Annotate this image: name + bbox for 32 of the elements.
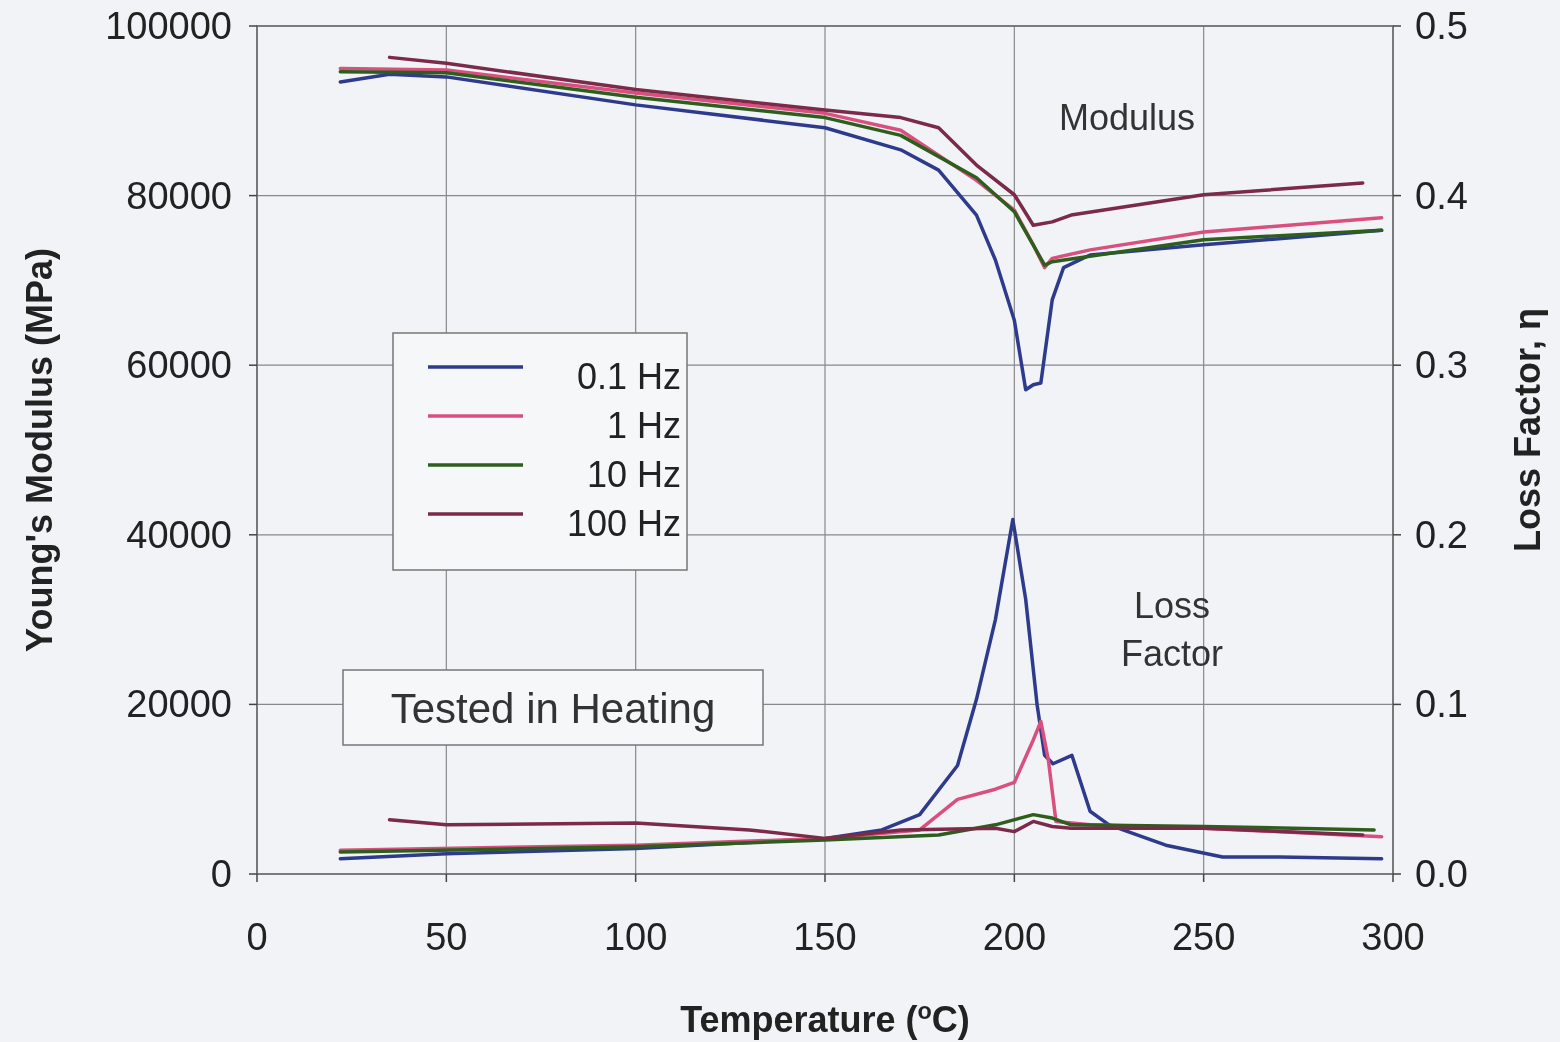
x-tick-label: 50 (425, 916, 468, 958)
y2-tick-label: 0.2 (1415, 513, 1468, 556)
y-axis-title: Young's Modulus (MPa) (19, 248, 60, 652)
y-tick-label: 0 (210, 853, 232, 895)
y2-tick-label: 0.3 (1415, 344, 1468, 387)
y2-tick-label: 0.4 (1415, 174, 1468, 217)
y2-tick-label: 0.0 (1415, 853, 1468, 895)
annotation: Loss Factor (1120, 585, 1224, 674)
x-tick-label: 200 (982, 916, 1047, 958)
y-tick-label: 60000 (126, 344, 232, 387)
x-axis-title: Temperature ($^{o}$C) (680, 998, 970, 1040)
line-series (387, 55, 1365, 228)
x-tick-label: 300 (1361, 916, 1425, 958)
legend-label: 0.1 Hz (576, 356, 681, 397)
y-tick-label: 40000 (126, 513, 232, 556)
legend-label: 10 Hz (586, 454, 681, 495)
legend-label: 1 Hz (606, 405, 681, 446)
x-tick-label: 0 (246, 916, 268, 958)
annotation: Modulus (1058, 97, 1196, 138)
y2-tick-label: 0.5 (1415, 5, 1468, 47)
x-tick-label: 150 (793, 916, 857, 958)
y-tick-label: 20000 (126, 683, 232, 726)
annotation: Tested in Heating (390, 685, 716, 732)
legend-label: 100 Hz (566, 503, 681, 544)
y-tick-label: 80000 (126, 174, 232, 217)
x-tick-label: 100 (603, 916, 668, 958)
line-series (387, 817, 1365, 841)
line-series (338, 812, 1376, 854)
y2-tick-label: 0.1 (1415, 683, 1468, 726)
y2-axis-title: Loss Factor, η (1507, 307, 1548, 553)
x-tick-label: 250 (1171, 916, 1236, 958)
y-tick-label: 100000 (105, 5, 232, 47)
